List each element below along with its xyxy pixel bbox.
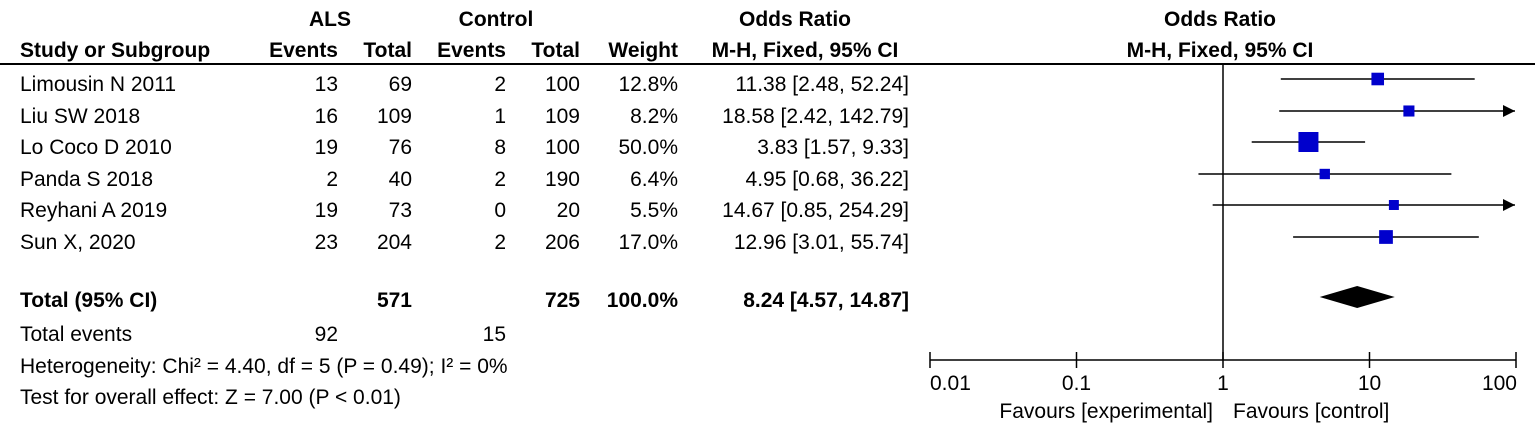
als-total: 76 [388, 136, 412, 159]
control-events: 8 [494, 136, 506, 159]
plot-method-header: M-H, Fixed, 95% CI [1126, 39, 1314, 62]
total-label: Total (95% CI) [20, 289, 158, 312]
or-method-header: M-H, Fixed, 95% CI [711, 39, 899, 62]
study-name: Liu SW 2018 [20, 105, 141, 128]
study-marker [1379, 230, 1393, 244]
control-events: 0 [494, 199, 506, 222]
control-total: 206 [544, 231, 580, 254]
control-events: 2 [494, 231, 506, 254]
x-tick-label: 1 [1217, 372, 1229, 395]
x-tick-label: 10 [1358, 372, 1381, 395]
als-total-header: Total [363, 39, 412, 62]
control-total-sum: 725 [544, 289, 580, 312]
odds-ratio-ci: 3.83 [1.57, 9.33] [757, 136, 909, 159]
als-total: 109 [376, 105, 412, 128]
odds-ratio-ci: 14.67 [0.85, 254.29] [722, 199, 909, 222]
study-name: Sun X, 2020 [20, 231, 136, 254]
ci-arrow [1503, 199, 1515, 211]
weight-header: Weight [608, 39, 678, 62]
control-events-header: Events [437, 39, 506, 62]
study-marker [1371, 72, 1385, 86]
als-group-header: ALS [309, 8, 351, 31]
control-total-events: 15 [482, 323, 506, 346]
als-total: 73 [388, 199, 412, 222]
total-events-label: Total events [20, 323, 133, 346]
als-events: 16 [314, 105, 338, 128]
overall-effect-stats: Test for overall effect: Z = 7.00 (P < 0… [20, 386, 401, 409]
control-events: 2 [494, 168, 506, 191]
als-total: 69 [388, 73, 412, 96]
control-total: 100 [544, 136, 580, 159]
als-total: 204 [376, 231, 412, 254]
als-events-header: Events [269, 39, 338, 62]
als-events: 2 [326, 168, 338, 191]
favours-experimental-label: Favours [experimental] [999, 400, 1213, 423]
als-total-sum: 571 [376, 289, 412, 312]
als-events: 19 [314, 136, 338, 159]
study-marker [1319, 168, 1330, 180]
control-total: 190 [544, 168, 580, 191]
study-column-header: Study or Subgroup [20, 39, 211, 62]
total-weight: 100.0% [606, 289, 678, 312]
pooled-diamond [1319, 286, 1395, 308]
study-name: Limousin N 2011 [20, 73, 177, 96]
als-total-events: 92 [314, 323, 338, 346]
control-total: 109 [544, 105, 580, 128]
control-total: 100 [544, 73, 580, 96]
study-name: Panda S 2018 [20, 168, 154, 191]
control-events: 2 [494, 73, 506, 96]
weight: 8.2% [630, 105, 678, 128]
weight: 50.0% [618, 136, 678, 159]
ci-arrow [1503, 105, 1515, 117]
header-divider [0, 63, 1535, 65]
study-name: Reyhani A 2019 [20, 199, 168, 222]
als-events: 19 [314, 199, 338, 222]
study-name: Lo Coco D 2010 [20, 136, 172, 159]
control-events: 1 [494, 105, 506, 128]
als-events: 13 [314, 73, 338, 96]
study-marker [1388, 200, 1399, 210]
plot-header: Odds Ratio [1163, 8, 1276, 31]
weight: 17.0% [618, 231, 678, 254]
study-marker [1403, 105, 1415, 117]
x-tick-label: 100 [1482, 372, 1517, 395]
control-total-header: Total [531, 39, 580, 62]
weight: 12.8% [618, 73, 678, 96]
als-events: 23 [314, 231, 338, 254]
or-column-header: Odds Ratio [738, 8, 851, 31]
odds-ratio-ci: 11.38 [2.48, 52.24] [735, 73, 909, 96]
heterogeneity-stats: Heterogeneity: Chi² = 4.40, df = 5 (P = … [20, 355, 508, 378]
pooled-odds-ratio: 8.24 [4.57, 14.87] [743, 289, 909, 312]
als-total: 40 [388, 168, 412, 191]
x-tick-label: 0.01 [930, 372, 971, 395]
x-tick-label: 0.1 [1062, 372, 1091, 395]
control-group-header: Control [458, 8, 534, 31]
weight: 5.5% [630, 199, 678, 222]
favours-control-label: Favours [control] [1233, 400, 1389, 423]
weight: 6.4% [630, 168, 678, 191]
odds-ratio-ci: 18.58 [2.42, 142.79] [722, 105, 909, 128]
control-total: 20 [556, 199, 580, 222]
study-marker [1298, 132, 1319, 152]
odds-ratio-ci: 4.95 [0.68, 36.22] [745, 168, 909, 191]
odds-ratio-ci: 12.96 [3.01, 55.74] [733, 231, 909, 254]
